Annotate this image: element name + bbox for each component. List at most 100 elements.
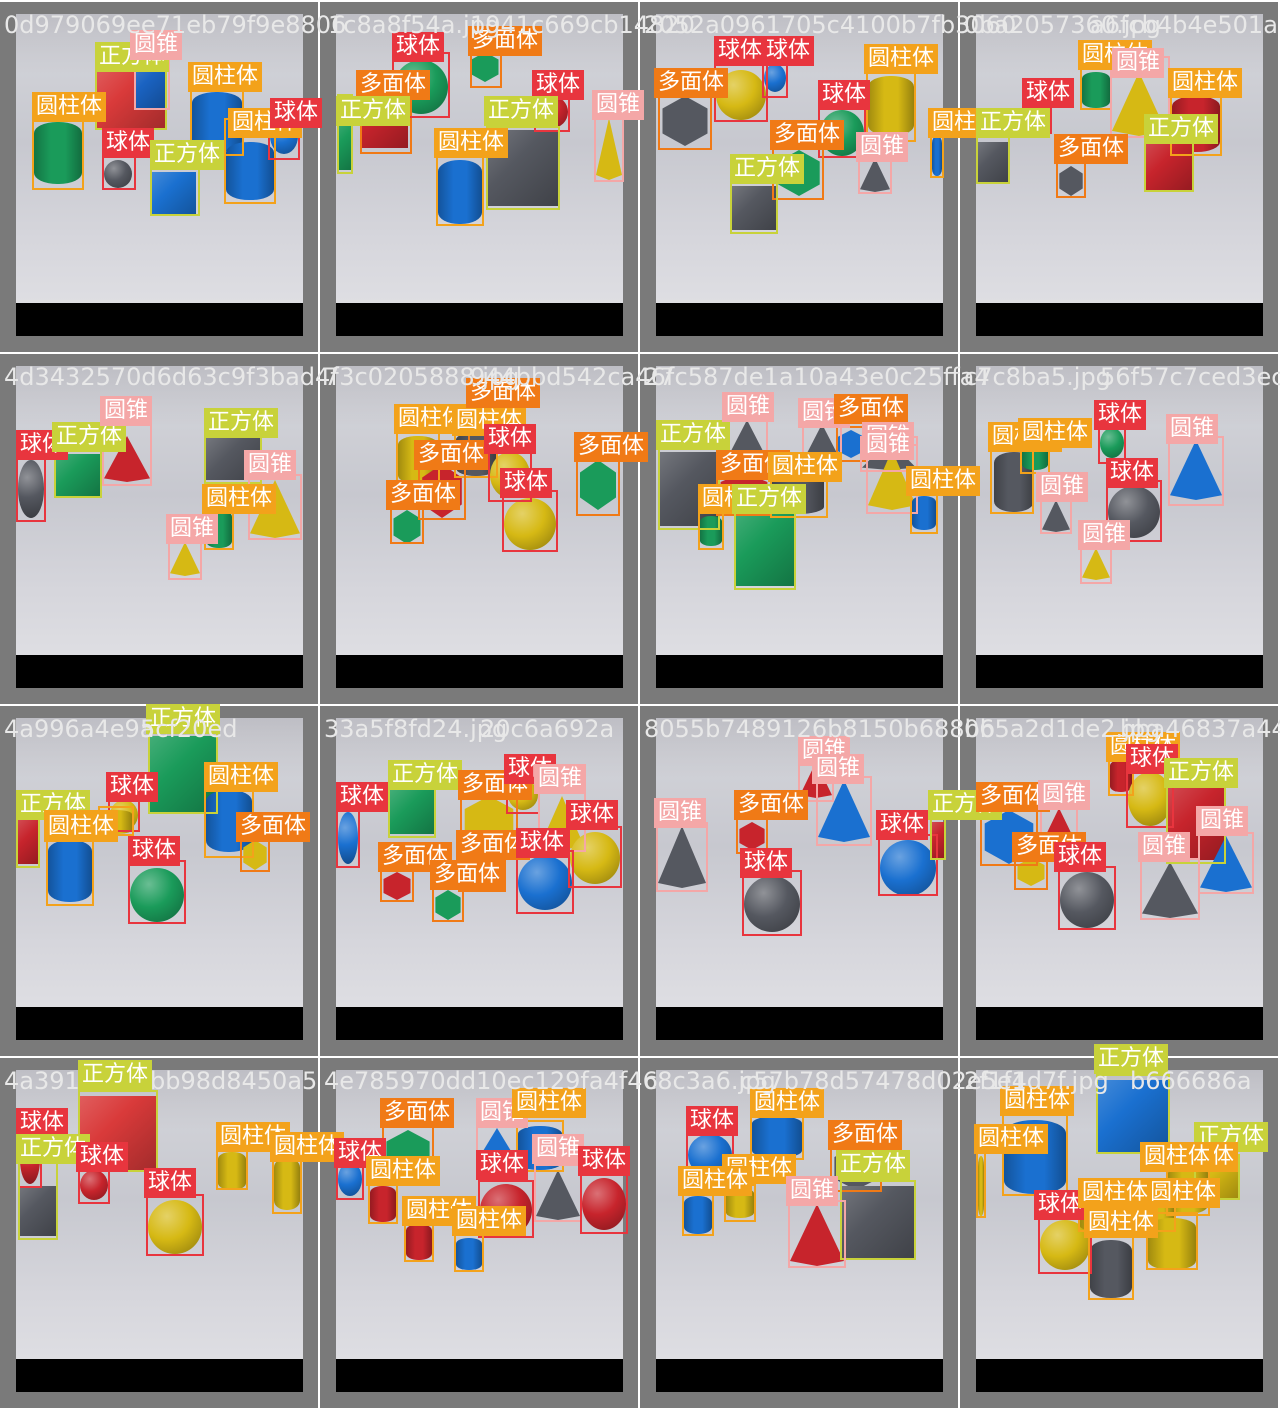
- cube-label: 正方体: [1164, 758, 1239, 788]
- cylinder-label: 圆柱体: [32, 92, 107, 122]
- sphere-label: 球体: [516, 828, 569, 858]
- sphere-label: 球体: [1022, 78, 1075, 108]
- cube-object: [338, 118, 352, 170]
- padding-bar: [656, 303, 943, 336]
- padding-bar: [16, 303, 303, 336]
- cube-label: 正方体: [976, 108, 1051, 138]
- cube-object: [736, 510, 794, 586]
- cube-bounding-box: [486, 126, 560, 210]
- sphere-label: 球体: [1106, 458, 1159, 488]
- polyhedron-label: 多面体: [1054, 134, 1129, 164]
- sphere-bounding-box: [742, 870, 802, 936]
- polyhedron-bounding-box: [576, 456, 620, 516]
- cone-label: 圆锥: [654, 798, 707, 828]
- image-filename: 56f57c7ced3ecb73887a: [1100, 363, 1280, 391]
- cylinder-object: [34, 122, 82, 184]
- cube-label: 正方体: [730, 154, 805, 184]
- cylinder-object: [438, 160, 482, 224]
- sphere-object: [1060, 872, 1114, 928]
- cube-label: 正方体: [336, 96, 411, 126]
- padding-bar: [16, 1359, 303, 1392]
- sphere-label: 球体: [578, 1146, 631, 1176]
- cylinder-label: 圆柱体: [366, 1156, 441, 1186]
- cube-object: [1098, 1080, 1168, 1152]
- padding-bar: [16, 1007, 303, 1040]
- cylinder-object: [1082, 72, 1110, 108]
- image-filename: 73c0205888.jpg: [324, 363, 520, 391]
- padding-bar: [16, 655, 303, 688]
- cone-label: 圆锥: [722, 392, 775, 422]
- polyhedron-label: 多面体: [574, 432, 649, 462]
- cylinder-label: 圆柱体: [1146, 1178, 1221, 1208]
- cylinder-bounding-box: [1146, 1212, 1198, 1270]
- sphere-bounding-box: [128, 860, 186, 924]
- cylinder-label: 圆柱体: [44, 812, 119, 842]
- image-filename: c57b78d57478d02e5e4: [740, 1067, 1027, 1095]
- sphere-object: [504, 498, 556, 550]
- sphere-bounding-box: [580, 1172, 628, 1234]
- polyhedron-bounding-box: [1056, 160, 1086, 198]
- cube-object: [932, 822, 944, 858]
- polyhedron-bounding-box: [432, 886, 464, 922]
- cube-label: 正方体: [1094, 1044, 1169, 1074]
- cylinder-bounding-box: [436, 154, 484, 226]
- sphere-object: [148, 1200, 202, 1254]
- cylinder-label: 圆柱体: [906, 466, 981, 496]
- cube-bounding-box: [976, 130, 1010, 184]
- cube-label: 正方体: [836, 1150, 911, 1180]
- sphere-object: [764, 64, 786, 92]
- cylinder-bounding-box: [216, 1146, 248, 1190]
- sphere-label: 球体: [532, 70, 585, 100]
- cube-bounding-box: [734, 506, 796, 590]
- sphere-label: 球体: [566, 800, 619, 830]
- cone-label: 圆锥: [532, 1134, 585, 1164]
- sphere-bounding-box: [336, 806, 360, 868]
- cube-bounding-box: [150, 166, 200, 216]
- cone-bounding-box: [816, 776, 872, 846]
- cube-object: [1146, 140, 1192, 190]
- cube-label: 正方体: [150, 140, 225, 170]
- padding-bar: [336, 303, 623, 336]
- polyhedron-object: [435, 890, 461, 920]
- image-filename: 4a996a4e9a: [4, 715, 155, 743]
- polyhedron-label: 多面体: [828, 1120, 903, 1150]
- cylinder-label: 圆柱体: [678, 1166, 753, 1196]
- cylinder-bounding-box: [454, 1234, 484, 1272]
- cube-label: 正方体: [78, 1060, 153, 1090]
- cube-bounding-box: [840, 1180, 916, 1260]
- image-filename: 1c8a8f54a.jpg: [328, 11, 501, 39]
- cylinder-object: [752, 1116, 802, 1158]
- sphere-object: [744, 876, 800, 932]
- sphere-label: 球体: [106, 772, 159, 802]
- cube-label: 正方体: [732, 484, 807, 514]
- cylinder-label: 圆柱体: [750, 1088, 825, 1118]
- image-filename: 4a391: [4, 1067, 80, 1095]
- cube-label: 正方体: [204, 408, 279, 438]
- cube-label: 正方体: [146, 704, 221, 734]
- polyhedron-label: 多面体: [466, 378, 541, 408]
- sphere-object: [80, 1170, 108, 1200]
- cylinder-bounding-box: [750, 1112, 804, 1160]
- polyhedron-object: [393, 510, 421, 544]
- cube-object: [390, 790, 434, 834]
- cone-bounding-box: [788, 1200, 846, 1268]
- cube-object: [152, 172, 196, 214]
- cylinder-label: 圆柱体: [768, 452, 843, 482]
- image-filename: 4e785970dd10ec129fa4f46: [324, 1067, 658, 1095]
- cylinder-label: 圆柱体: [1168, 68, 1243, 98]
- polyhedron-label: 多面体: [380, 1098, 455, 1128]
- cube-bounding-box: [388, 786, 436, 838]
- image-filename: 2052a0961705c4100b7fb3060: [644, 11, 1017, 39]
- cylinder-label: 圆柱体: [202, 484, 277, 514]
- polyhedron-label: 多面体: [770, 120, 845, 150]
- padding-bar: [656, 1359, 943, 1392]
- image-filename: 065a2d1de2.jpg: [964, 715, 1161, 743]
- sphere-bounding-box: [1058, 866, 1116, 930]
- polyhedron-label: 多面体: [236, 812, 311, 842]
- cube-object: [150, 736, 216, 812]
- cylinder-label: 圆柱体: [1000, 1086, 1075, 1116]
- cylinder-label: 圆柱体: [864, 44, 939, 74]
- polyhedron-label: 多面体: [834, 394, 909, 424]
- cylinder-bounding-box: [866, 68, 916, 142]
- sphere-label: 球体: [392, 32, 445, 62]
